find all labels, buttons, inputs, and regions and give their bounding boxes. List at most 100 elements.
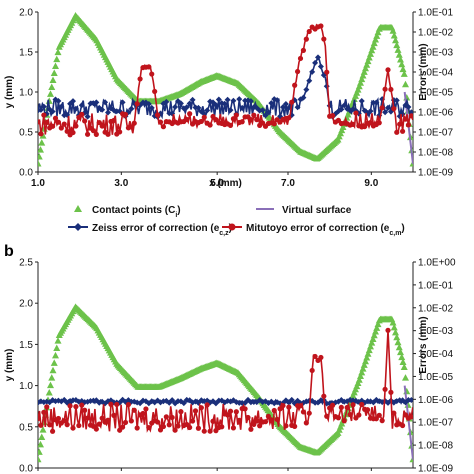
- contact-point: [38, 146, 44, 153]
- error-point: [189, 418, 196, 424]
- error-point: [292, 82, 298, 88]
- error-point: [52, 115, 59, 121]
- error-point: [38, 398, 44, 405]
- contact-point: [372, 328, 379, 335]
- error-point: [204, 107, 211, 114]
- error-point: [198, 405, 204, 411]
- error-point: [108, 401, 114, 407]
- error-point: [70, 98, 76, 105]
- error-point: [309, 68, 316, 75]
- contact-point: [394, 338, 402, 346]
- contact-point: [363, 61, 371, 68]
- error-point: [359, 401, 365, 408]
- contact-point: [368, 339, 376, 346]
- contact-point: [368, 46, 376, 54]
- error-point: [385, 327, 391, 333]
- y2-tick-label: 1.0E+00: [418, 258, 456, 269]
- y2-tick-label: 1.0E-01: [418, 280, 453, 291]
- y-tick-label: 2.5: [19, 258, 33, 269]
- error-point: [72, 105, 79, 112]
- error-point: [169, 397, 176, 404]
- error-point: [44, 404, 50, 410]
- legend-label: Mitutoyo error of correction (ec,m): [246, 223, 405, 237]
- contact-point: [45, 389, 53, 396]
- error-point: [408, 414, 413, 420]
- y-axis-label: y (mm): [4, 76, 15, 109]
- y2-tick-label: 1.0E-04: [418, 68, 453, 79]
- error-point: [254, 418, 260, 424]
- contact-point: [357, 79, 364, 86]
- error-point: [73, 123, 79, 129]
- contact-point: [390, 323, 398, 331]
- error-point: [265, 109, 272, 116]
- contact-point: [395, 51, 403, 58]
- contact-point: [392, 36, 399, 44]
- error-point: [221, 100, 228, 107]
- error-point: [166, 422, 172, 428]
- contact-point: [389, 318, 397, 326]
- error-point: [134, 425, 140, 431]
- error-point: [271, 121, 277, 127]
- error-point: [367, 108, 374, 115]
- contact-point: [53, 55, 61, 63]
- series-surface-points: [38, 303, 413, 463]
- error-point: [248, 116, 254, 123]
- error-point: [254, 117, 260, 123]
- contact-point: [398, 60, 406, 68]
- error-point: [183, 104, 190, 111]
- y2-tick-label: 1.0E-09: [418, 168, 453, 179]
- contact-point: [402, 80, 409, 88]
- error-point: [317, 63, 324, 70]
- contact-point: [397, 56, 404, 63]
- error-point: [38, 106, 44, 113]
- legend-marker: [74, 223, 82, 231]
- plot-area: [38, 303, 413, 463]
- error-point: [58, 103, 65, 110]
- error-point: [297, 403, 304, 409]
- error-point: [356, 412, 362, 418]
- error-point: [84, 415, 91, 421]
- error-point: [286, 404, 292, 410]
- contact-point: [358, 368, 366, 376]
- legend-item: Mitutoyo error of correction (ec,m): [222, 223, 405, 237]
- contact-point: [38, 433, 46, 441]
- error-point: [111, 117, 117, 124]
- error-point: [312, 353, 318, 360]
- contact-point: [39, 426, 47, 433]
- contact-point: [369, 43, 377, 50]
- error-point: [292, 423, 298, 429]
- error-point: [358, 98, 365, 105]
- error-point: [338, 404, 344, 411]
- error-point: [391, 410, 397, 416]
- contact-point: [52, 351, 59, 359]
- legend-marker: [74, 205, 82, 212]
- y-tick-label: 0.5: [19, 128, 33, 139]
- y-axis-label: y (mm): [4, 349, 15, 382]
- contact-point: [402, 374, 409, 381]
- y-tick-label: 0.5: [19, 422, 33, 433]
- error-point: [58, 398, 65, 405]
- contact-point: [374, 28, 382, 36]
- error-point: [300, 47, 307, 53]
- error-point: [210, 418, 216, 424]
- error-point: [169, 414, 175, 421]
- panel-a: 0.00.51.01.52.01.0E-091.0E-081.0E-071.0E…: [4, 8, 453, 190]
- error-point: [303, 36, 309, 42]
- x-axis-label: x (mm): [209, 178, 242, 189]
- error-point: [224, 412, 231, 418]
- error-point: [82, 407, 88, 413]
- error-point: [248, 426, 254, 432]
- error-point: [274, 416, 280, 423]
- contact-point: [54, 337, 62, 344]
- contact-point: [53, 344, 61, 352]
- series-error-noise: [38, 396, 413, 407]
- error-point: [318, 354, 324, 361]
- x-tick-label: 9.0: [364, 178, 378, 189]
- error-point: [262, 112, 269, 119]
- error-point: [250, 104, 257, 111]
- y-tick-label: 1.0: [19, 381, 33, 392]
- y-tick-label: 1.0: [19, 88, 33, 99]
- error-point: [38, 131, 44, 137]
- error-point: [177, 100, 184, 107]
- error-point: [335, 415, 342, 421]
